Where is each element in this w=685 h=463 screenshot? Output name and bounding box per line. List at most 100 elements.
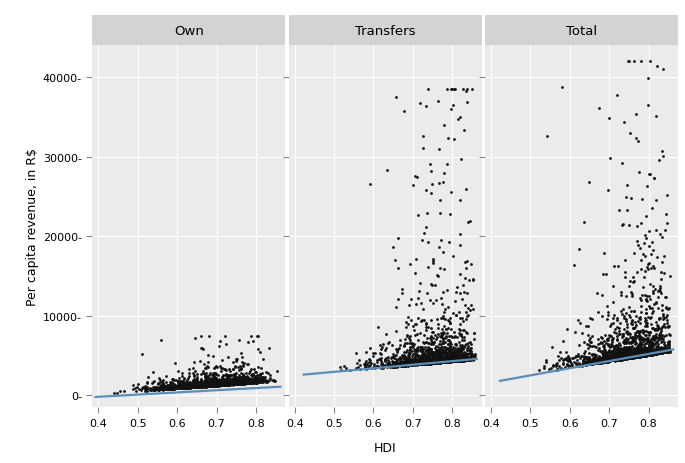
Point bbox=[158, 381, 169, 388]
Point bbox=[430, 352, 441, 360]
Point bbox=[647, 343, 658, 350]
Point bbox=[184, 383, 195, 390]
Point bbox=[166, 385, 177, 392]
Point bbox=[432, 347, 443, 354]
Point bbox=[212, 382, 223, 389]
Point bbox=[459, 356, 470, 363]
Point bbox=[625, 350, 636, 357]
Point bbox=[416, 359, 427, 367]
Point bbox=[427, 355, 438, 363]
Point bbox=[449, 347, 460, 355]
Point bbox=[410, 347, 421, 354]
Point bbox=[424, 360, 435, 368]
Point bbox=[611, 354, 622, 361]
Point bbox=[440, 358, 451, 366]
Point bbox=[180, 379, 191, 386]
Point bbox=[610, 357, 621, 364]
Point bbox=[213, 382, 224, 389]
Point bbox=[244, 379, 255, 386]
Point bbox=[566, 355, 577, 363]
Point bbox=[634, 351, 645, 358]
Point bbox=[211, 380, 222, 388]
Point bbox=[413, 359, 424, 367]
Point bbox=[623, 354, 634, 362]
Point bbox=[435, 359, 446, 366]
Point bbox=[442, 358, 453, 366]
Point bbox=[214, 381, 225, 388]
Point bbox=[424, 357, 435, 364]
Point bbox=[623, 349, 634, 356]
Point bbox=[409, 360, 420, 367]
Point bbox=[265, 374, 276, 382]
Point bbox=[626, 350, 637, 357]
Point bbox=[167, 383, 178, 390]
Point bbox=[158, 382, 169, 389]
Point bbox=[173, 382, 184, 390]
Point bbox=[619, 337, 630, 344]
Point bbox=[398, 343, 409, 350]
Point bbox=[452, 357, 463, 364]
Point bbox=[223, 380, 234, 388]
Point bbox=[620, 348, 631, 355]
Point bbox=[214, 342, 225, 350]
Point bbox=[204, 381, 215, 388]
Point bbox=[256, 377, 266, 385]
Point bbox=[418, 357, 429, 364]
Point bbox=[388, 360, 399, 367]
Point bbox=[439, 357, 450, 364]
Point bbox=[438, 346, 449, 354]
Point bbox=[620, 353, 631, 361]
Point bbox=[421, 320, 432, 328]
Point bbox=[187, 382, 198, 389]
Point bbox=[400, 357, 411, 364]
Point bbox=[455, 352, 466, 360]
Point bbox=[253, 378, 264, 385]
Point bbox=[170, 376, 181, 383]
Point bbox=[643, 350, 654, 357]
Point bbox=[618, 354, 629, 362]
Point bbox=[427, 357, 438, 365]
Point bbox=[434, 352, 445, 359]
Point bbox=[601, 358, 612, 366]
Point bbox=[153, 386, 164, 394]
Point bbox=[225, 379, 236, 387]
Point bbox=[648, 308, 659, 315]
Point bbox=[206, 380, 217, 388]
Point bbox=[647, 343, 658, 350]
Point bbox=[605, 333, 616, 340]
Point bbox=[241, 378, 252, 386]
Point bbox=[638, 350, 649, 357]
Point bbox=[210, 381, 221, 388]
Point bbox=[215, 378, 226, 386]
Point bbox=[662, 320, 673, 327]
Point bbox=[240, 369, 251, 376]
Point bbox=[242, 378, 253, 385]
Point bbox=[461, 353, 472, 361]
Point bbox=[416, 346, 427, 353]
Point bbox=[224, 381, 235, 388]
Point bbox=[453, 339, 464, 346]
Point bbox=[196, 383, 207, 390]
Point bbox=[612, 263, 623, 270]
Point bbox=[413, 361, 424, 368]
Point bbox=[417, 357, 428, 365]
Point bbox=[424, 360, 435, 367]
Point bbox=[198, 360, 209, 368]
Point bbox=[590, 356, 601, 363]
Point bbox=[223, 375, 234, 383]
Point bbox=[608, 357, 619, 364]
Point bbox=[425, 281, 436, 288]
Point bbox=[461, 264, 472, 272]
Point bbox=[201, 381, 212, 388]
Point bbox=[162, 384, 173, 391]
Point bbox=[227, 366, 238, 373]
Point bbox=[616, 356, 627, 363]
Point bbox=[569, 262, 580, 269]
Point bbox=[443, 354, 453, 361]
Point bbox=[615, 353, 626, 361]
Point bbox=[236, 377, 247, 384]
Point bbox=[422, 359, 433, 367]
Text: Transfers: Transfers bbox=[355, 25, 416, 38]
Point bbox=[205, 379, 216, 387]
Point bbox=[401, 358, 412, 366]
